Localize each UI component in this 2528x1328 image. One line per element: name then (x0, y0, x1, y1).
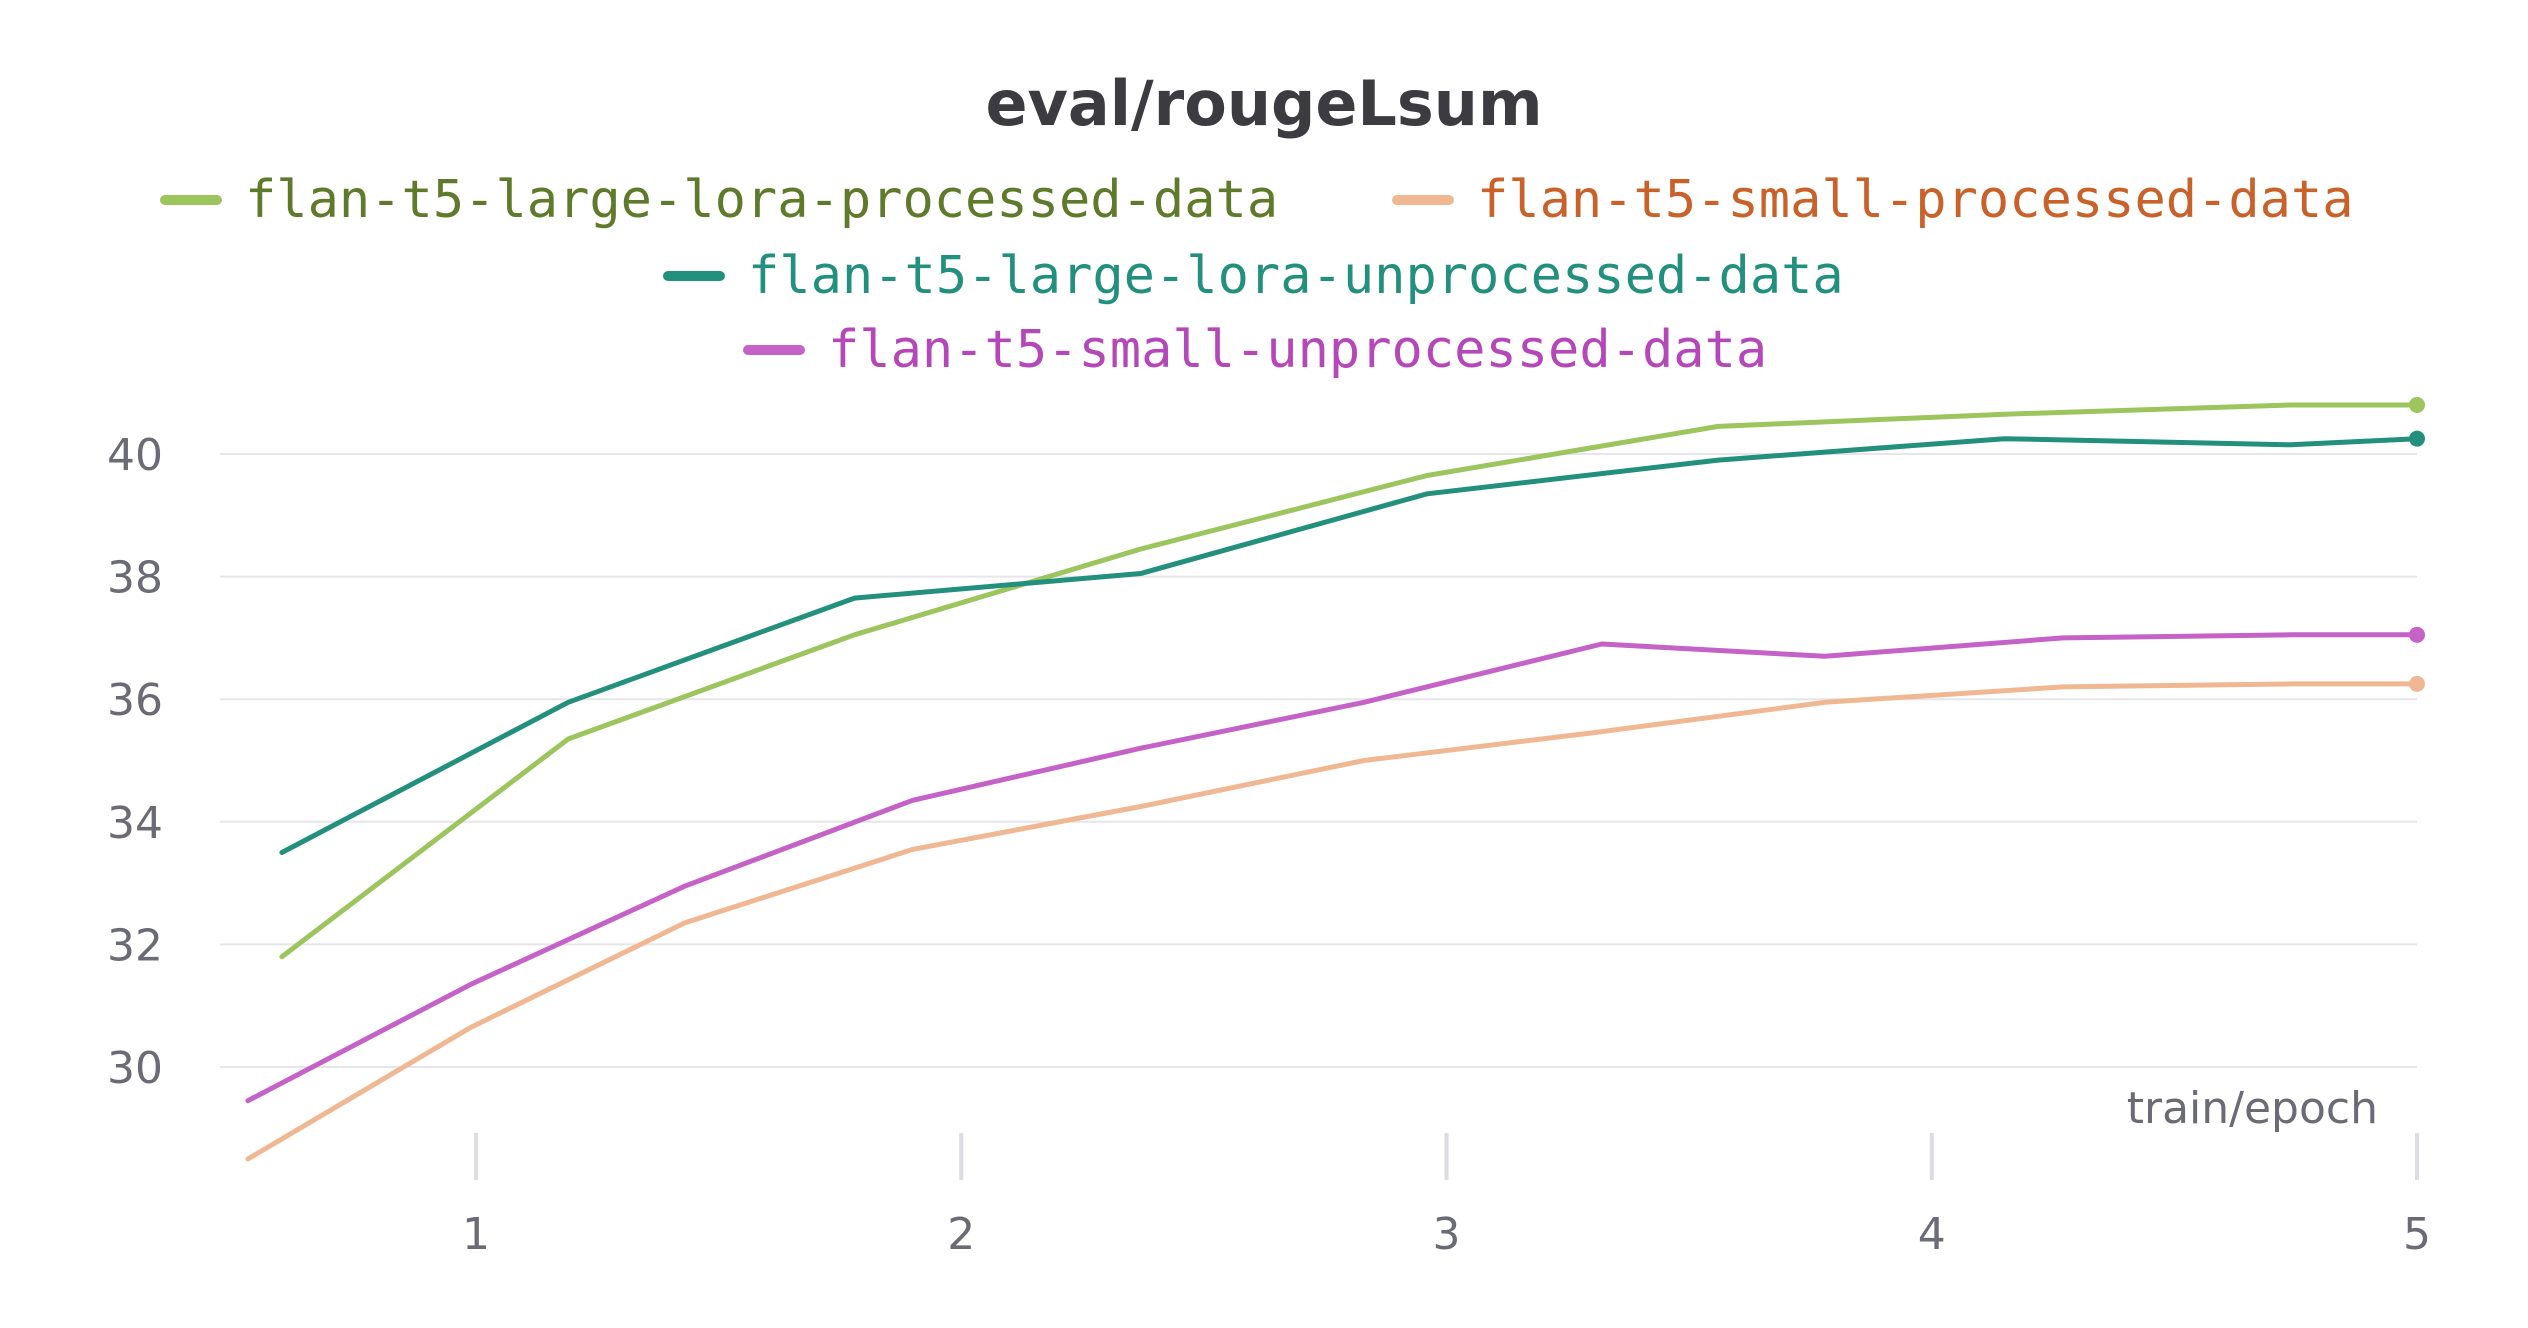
series-line (279, 436, 2420, 855)
x-axis: 1 2 3 4 5 (462, 1133, 2431, 1260)
series-end-point (2409, 626, 2425, 643)
x-tick-label: 4 (1918, 1209, 1946, 1260)
x-tick-label: 2 (947, 1209, 975, 1260)
y-tick-label: 30 (107, 1043, 163, 1094)
x-axis-title: train/epoch (2127, 1083, 2378, 1134)
series-line (245, 681, 2420, 1162)
legend: flan-t5-large-lora-processed-data flan-t5… (160, 170, 2354, 380)
legend-item: flan-t5-large-lora-unprocessed-data (663, 246, 1844, 306)
legend-label: flan-t5-small-processed-data (1477, 170, 2354, 230)
y-tick-label: 40 (107, 430, 163, 481)
chart-title: eval/rougeLsum (985, 67, 1542, 140)
legend-item: flan-t5-small-unprocessed-data (743, 320, 1767, 380)
series-end-point (2409, 396, 2425, 413)
series-flan-t5-large-lora-processed-data (279, 396, 2425, 960)
y-tick-label: 38 (107, 553, 163, 604)
legend-label: flan-t5-large-lora-unprocessed-data (748, 246, 1844, 306)
series-flan-t5-small-unprocessed-data (245, 626, 2425, 1104)
legend-item: flan-t5-large-lora-processed-data (160, 170, 1278, 230)
series-end-point (2409, 675, 2425, 692)
x-tick-label: 5 (2403, 1209, 2431, 1260)
series-end-point (2409, 430, 2425, 447)
series-flan-t5-small-processed-data (245, 675, 2425, 1162)
series-line (245, 632, 2420, 1104)
y-tick-label: 32 (107, 920, 163, 971)
legend-item: flan-t5-small-processed-data (1392, 170, 2354, 230)
y-axis: 30 32 34 36 38 40 (107, 430, 163, 1094)
plot-area (245, 396, 2425, 1162)
y-tick-label: 36 (107, 675, 163, 726)
legend-label: flan-t5-small-unprocessed-data (828, 320, 1767, 380)
gridlines (220, 453, 2417, 1068)
x-tick-label: 1 (462, 1209, 490, 1260)
legend-label: flan-t5-large-lora-processed-data (245, 170, 1278, 230)
series-flan-t5-large-lora-unprocessed-data (279, 430, 2425, 855)
series-line (279, 402, 2420, 960)
x-tick-label: 3 (1433, 1209, 1461, 1260)
y-tick-label: 34 (107, 798, 163, 849)
